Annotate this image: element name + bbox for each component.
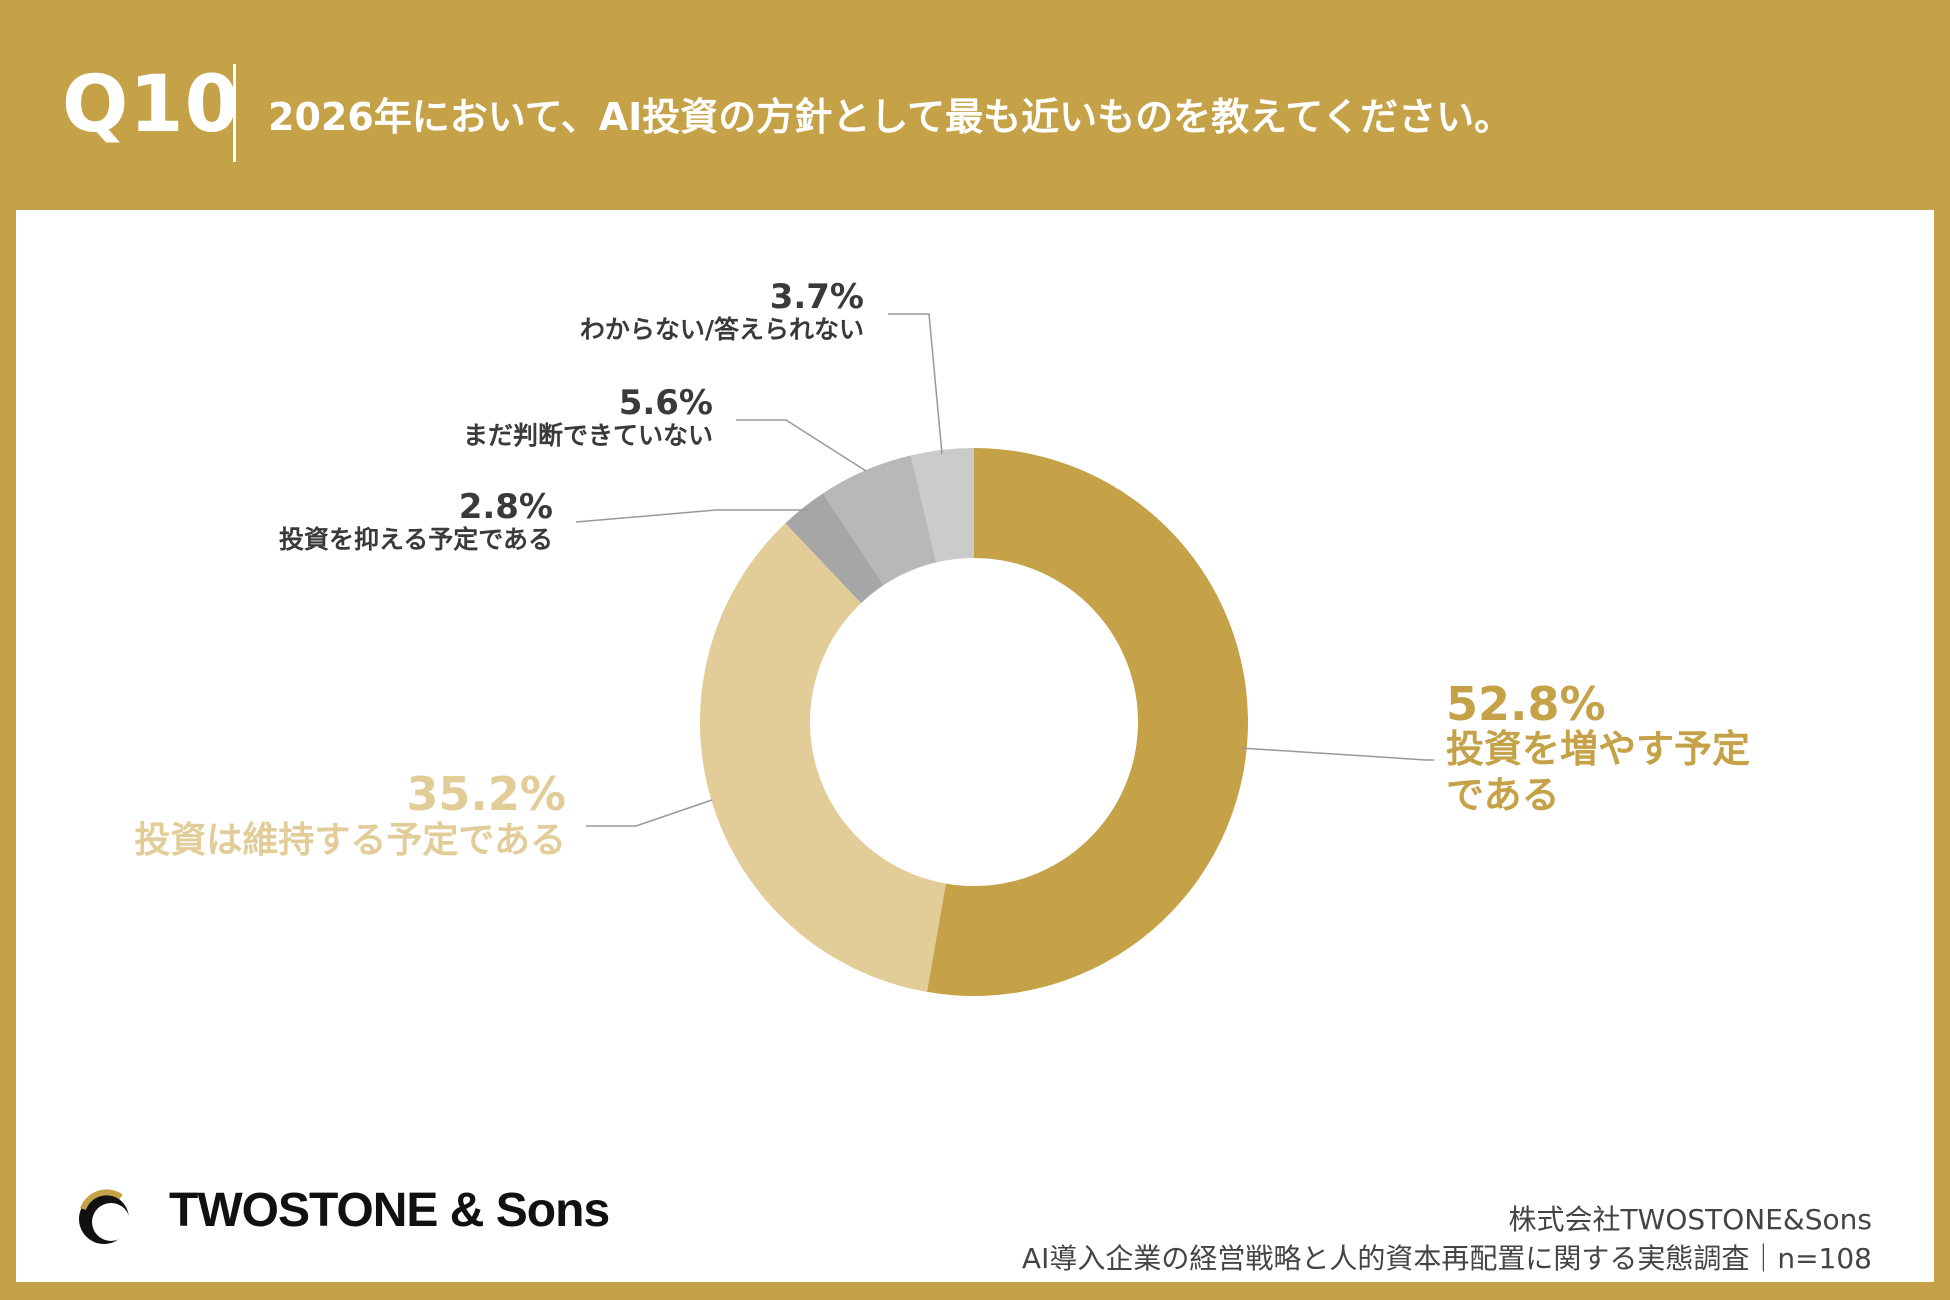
question-number: Q10 bbox=[62, 60, 240, 150]
slice-unknown bbox=[910, 448, 974, 563]
header-divider bbox=[233, 64, 236, 162]
category-label-maintain: 投資は維持する予定である bbox=[134, 820, 566, 861]
slice-undecided bbox=[822, 455, 937, 586]
source-company: 株式会社TWOSTONE&Sons bbox=[1508, 1203, 1872, 1236]
category-label-undecided: まだ判断できていない bbox=[463, 421, 713, 450]
crescent-logo-icon bbox=[79, 1189, 130, 1244]
value-label-restrain: 2.8% bbox=[459, 487, 553, 527]
category-label-increase: 投資を増やす予定 bbox=[1446, 727, 1750, 771]
leader-line-unknown bbox=[888, 313, 943, 455]
leader-line-restrain bbox=[575, 509, 808, 523]
question-text: 2026年において、AI投資の方針として最も近いものを教えてください。 bbox=[268, 95, 1513, 139]
leader-lines bbox=[575, 313, 1434, 827]
category-label-unknown: わからない/答えられない bbox=[580, 315, 864, 344]
donut-slices bbox=[700, 448, 1248, 996]
slice-restrain bbox=[785, 493, 884, 604]
leader-line-maintain bbox=[586, 799, 713, 827]
source-survey: AI導入企業の経営戦略と人的資本再配置に関する実態調査｜n=108 bbox=[1021, 1242, 1872, 1275]
leader-line-increase bbox=[1240, 747, 1434, 761]
value-label-unknown: 3.7% bbox=[770, 277, 864, 317]
header-band: Q10 2026年において、AI投資の方針として最も近いものを教えてください。 bbox=[0, 0, 1950, 210]
slice-increase bbox=[926, 448, 1248, 996]
slice-maintain bbox=[700, 523, 946, 992]
logo-text: TWOSTONE & Sons bbox=[169, 1184, 610, 1237]
value-label-undecided: 5.6% bbox=[619, 383, 713, 423]
category-label-increase: である bbox=[1446, 773, 1560, 817]
value-label-increase: 52.8% bbox=[1446, 677, 1606, 731]
chart-panel: 52.8% 投資を増やす予定 である 35.2% 投資は維持する予定である 2.8% 投資を… bbox=[16, 210, 1934, 1282]
category-label-restrain: 投資を抑える予定である bbox=[279, 525, 553, 554]
leader-line-undecided bbox=[736, 419, 867, 472]
value-label-maintain: 35.2% bbox=[406, 767, 566, 821]
